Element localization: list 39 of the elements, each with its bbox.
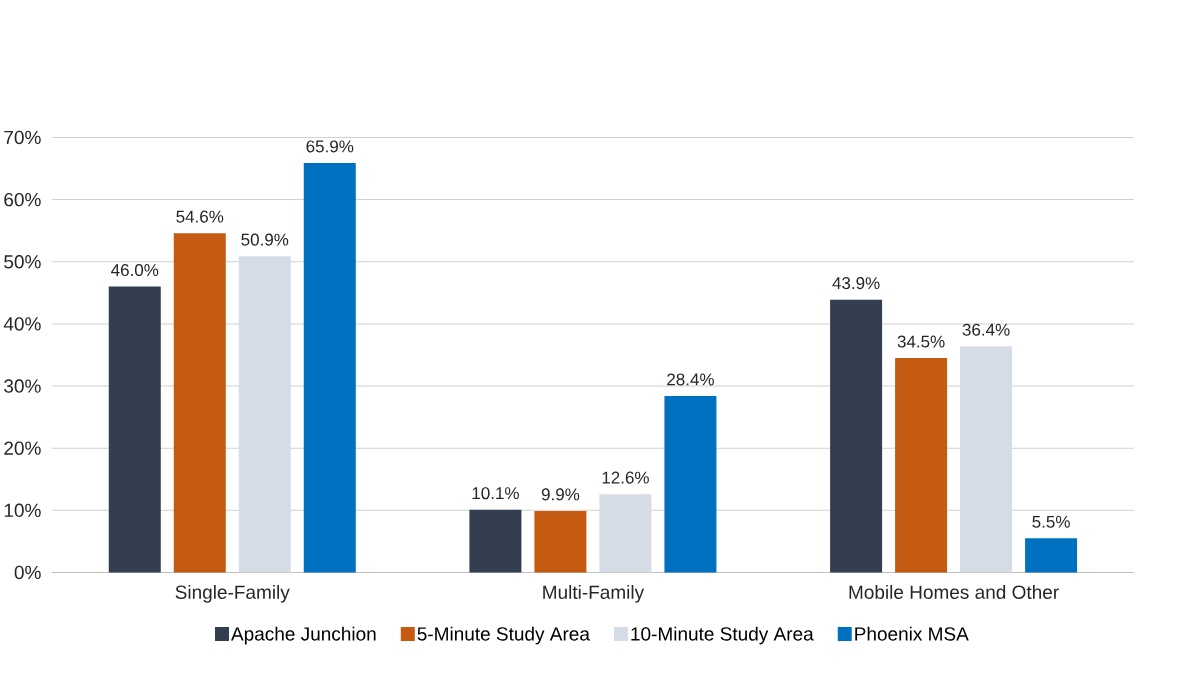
x-tick-label: Single-Family [175,585,290,603]
bar [303,162,356,573]
x-tick-label: Mobile Homes and Other [849,585,1059,599]
y-tick-label: 10% [4,503,41,518]
data-label: 46.0% [111,264,159,277]
bar [830,299,883,573]
bar [469,509,522,573]
data-label: 54.6% [176,210,224,223]
data-label: 50.9% [241,233,289,246]
y-tick-label: 60% [4,192,41,207]
y-tick-label: 20% [4,441,41,455]
bar [599,494,652,573]
data-label: 10.1% [472,487,519,500]
bar [664,395,717,573]
y-tick-label: 0% [14,565,41,580]
legend-label: 5-Minute Study Area [417,626,590,645]
legend-label: Phoenix MSA [855,626,969,641]
data-label: 12.6% [602,471,649,484]
y-tick-label: 30% [4,379,41,393]
bar [1025,538,1078,573]
y-tick-label: 50% [4,255,41,269]
x-tick-label: Multi-Family [543,585,645,603]
legend-label: Apache Junchion [231,626,376,645]
bar [534,510,587,573]
data-label: 28.4% [667,373,714,386]
bar [960,346,1013,573]
data-label: 36.4% [962,323,1010,336]
data-label: 5.5% [1032,515,1070,528]
data-label: 9.9% [541,488,580,501]
bar [895,358,948,573]
y-tick-label: 70% [4,130,41,145]
data-label: 34.5% [897,335,945,348]
bar [173,233,226,573]
data-label: 65.9% [306,140,354,153]
legend-label: 10-Minute Study Area [631,626,814,645]
y-tick-label: 40% [3,317,41,331]
bar [108,286,161,573]
bar [238,256,291,573]
data-label: 43.9% [832,277,880,290]
